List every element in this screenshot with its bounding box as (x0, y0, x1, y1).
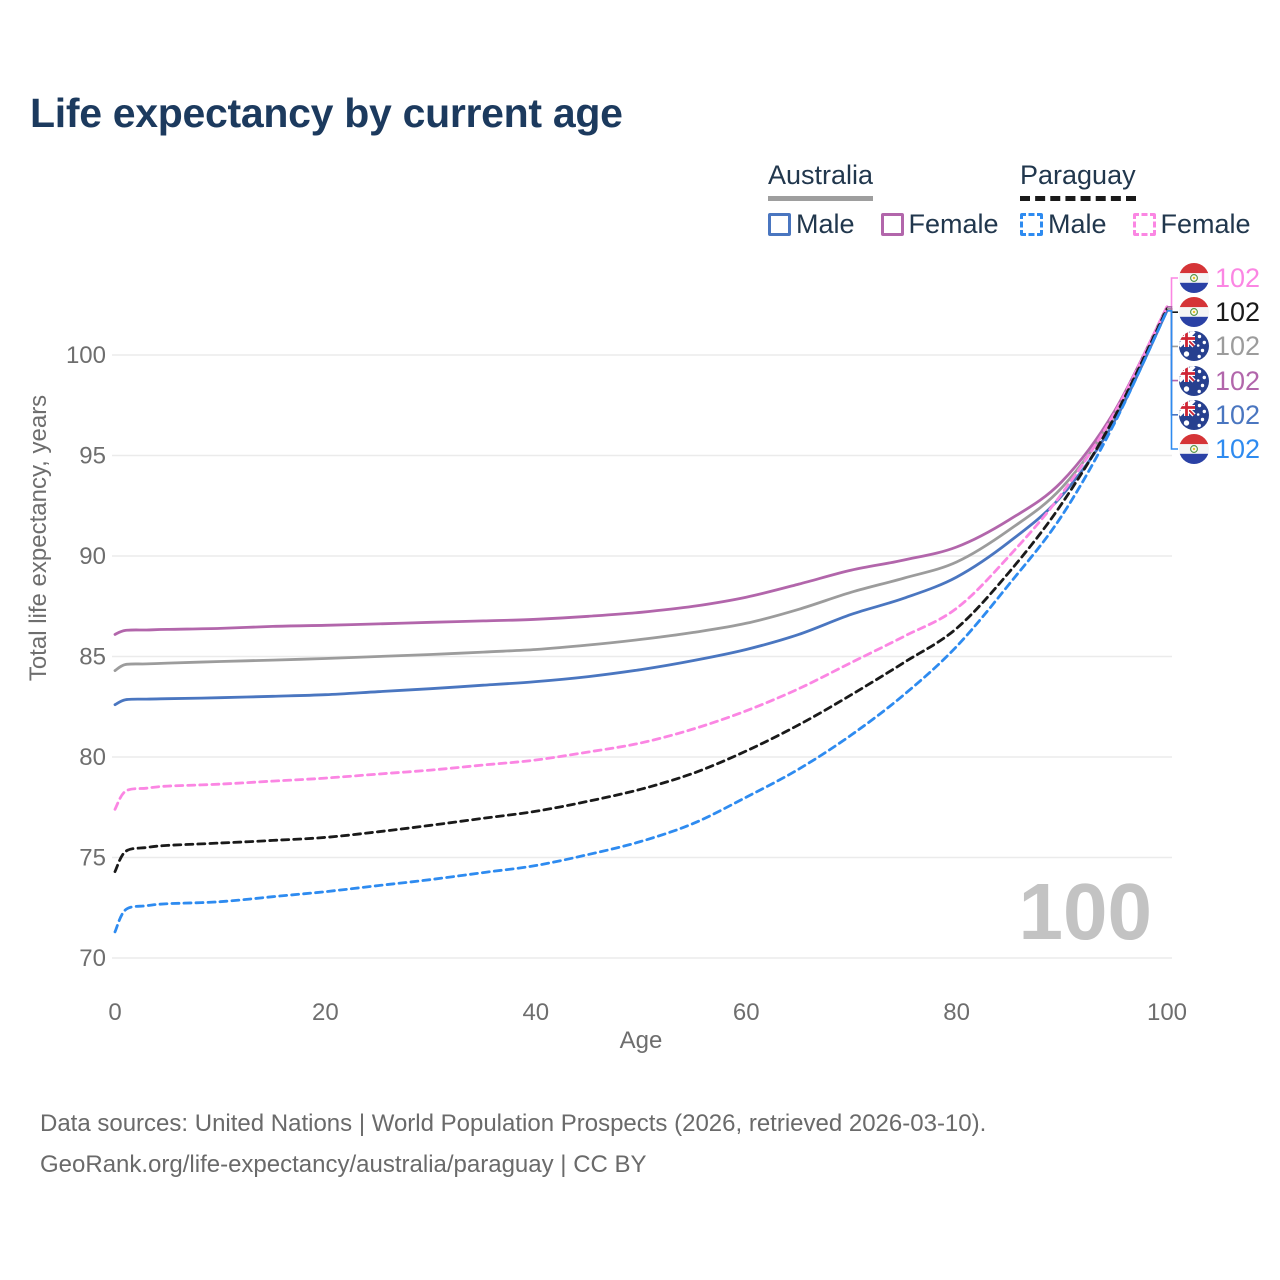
legend-item-paraguay-male[interactable]: Male (1020, 209, 1107, 240)
series-line-py_total (113, 307, 1169, 873)
connector-au_male (1167, 310, 1178, 416)
paraguay-flag-icon (1179, 263, 1209, 293)
footer: Data sources: United Nations | World Pop… (40, 1104, 986, 1186)
gridlines (112, 354, 1172, 959)
x-axis-title: Age (620, 1027, 663, 1054)
legend-item-paraguay-female[interactable]: Female (1132, 209, 1251, 240)
legend-group-paraguay: Paraguay Male Female (1020, 160, 1251, 240)
paraguay-male-swatch-icon[interactable] (1020, 213, 1043, 236)
series-curves (113, 305, 1169, 934)
end-label-value: 102 (1215, 296, 1261, 327)
australia-female-swatch-icon[interactable] (880, 213, 904, 236)
page-title: Life expectancy by current age (30, 90, 623, 136)
australia-flag-icon (1179, 331, 1209, 361)
paraguay-flag-icon (1179, 297, 1209, 327)
australia-flag-icon (1179, 366, 1209, 396)
x-tick-label: 20 (312, 999, 339, 1026)
legend-item-australia-male[interactable]: Male (768, 209, 855, 240)
paraguay-female-swatch-icon[interactable] (1132, 213, 1156, 236)
y-tick-label: 100 (66, 342, 106, 369)
x-tick-label: 100 (1147, 999, 1187, 1026)
legend-item-australia-female[interactable]: Female (880, 209, 999, 240)
y-tick-label: 85 (79, 644, 106, 671)
series-line-py_female (113, 305, 1169, 811)
end-label-au_female: 102 (1179, 365, 1260, 397)
australia-flag-icon (1179, 400, 1209, 430)
x-tick-label: 0 (108, 999, 121, 1026)
legend-label-paraguay-female[interactable]: Female (1160, 209, 1251, 239)
x-tick-label: 60 (733, 999, 760, 1026)
age-counter-watermark: 100 (1018, 867, 1152, 956)
legend-country-paraguay[interactable]: Paraguay (1020, 160, 1136, 201)
x-tick-label: 80 (943, 999, 970, 1026)
x-axis-ticks: 0 20 40 60 80 100 (108, 999, 1187, 1026)
end-label-au_male: 102 (1179, 399, 1260, 431)
connector-py_male (1167, 310, 1178, 450)
end-label-py_male: 102 (1179, 433, 1260, 465)
legend-label-australia-male[interactable]: Male (796, 209, 855, 239)
connector-au_female (1167, 306, 1178, 382)
legend-label-paraguay-male[interactable]: Male (1048, 209, 1107, 239)
y-tick-label: 90 (79, 543, 106, 570)
legend-group-australia: Australia Male Female (768, 160, 999, 240)
paraguay-flag-icon (1179, 434, 1209, 464)
y-axis-title: Total life expectancy, years (25, 395, 52, 681)
y-tick-label: 70 (79, 945, 106, 972)
connector-py_total (1167, 308, 1178, 313)
end-label-value: 102 (1215, 365, 1261, 396)
series-line-au_male (113, 309, 1169, 707)
end-label-value: 102 (1215, 262, 1261, 293)
footer-url-line: GeoRank.org/life-expectancy/australia/pa… (40, 1150, 647, 1178)
x-tick-label: 40 (522, 999, 549, 1026)
y-tick-label: 80 (79, 744, 106, 771)
footer-source-line: Data sources: United Nations | World Pop… (40, 1110, 987, 1137)
y-tick-label: 75 (79, 845, 106, 872)
connector-py_female (1167, 277, 1178, 308)
series-line-py_male (113, 309, 1169, 934)
end-label-value: 102 (1215, 433, 1261, 464)
end-label-py_total: 102 (1179, 296, 1260, 328)
series-line-au_female (113, 305, 1169, 636)
series-line-au_total (113, 307, 1169, 672)
legend-country-australia[interactable]: Australia (768, 160, 874, 201)
end-label-py_female: 102 (1179, 262, 1260, 294)
end-label-au_total: 102 (1179, 330, 1260, 362)
end-label-connectors (1167, 277, 1178, 450)
australia-male-swatch-icon[interactable] (768, 213, 791, 236)
y-tick-label: 95 (79, 443, 106, 470)
connector-au_total (1167, 308, 1178, 348)
end-label-value: 102 (1215, 399, 1261, 430)
end-label-value: 102 (1215, 330, 1261, 361)
y-axis-ticks: 70 75 80 85 90 95 100 (66, 342, 106, 972)
legend-label-australia-female[interactable]: Female (908, 209, 999, 239)
